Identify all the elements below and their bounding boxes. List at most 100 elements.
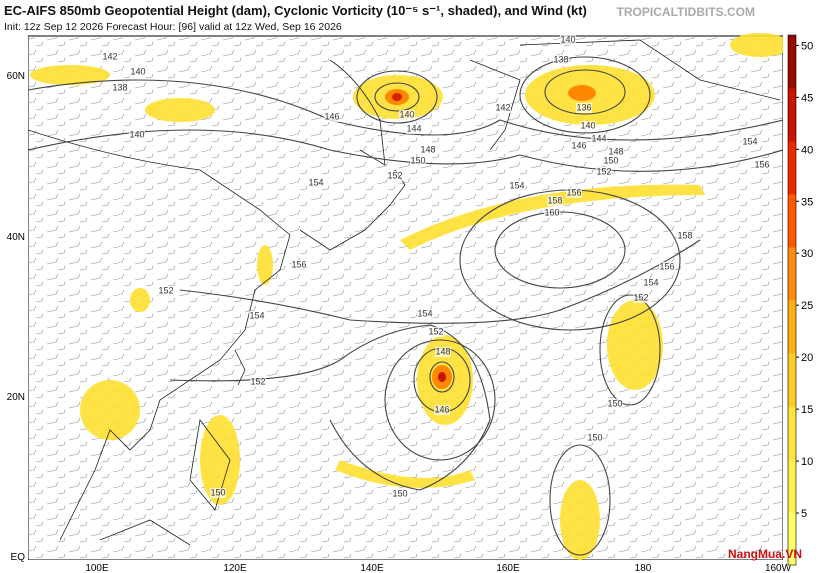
vorticity-core: [385, 85, 596, 389]
contour-label-bg: [566, 188, 582, 198]
contour-label-bg: [553, 55, 569, 65]
contour-label-bg: [587, 433, 603, 443]
contour-label: 156: [291, 259, 306, 269]
colorbar-segment: [788, 300, 796, 354]
contour-label-bg: [509, 181, 525, 191]
colorbar-label: 40: [801, 144, 813, 156]
contour-label: 152: [633, 292, 648, 302]
contour-label-bg: [406, 124, 422, 134]
contour-label: 158: [547, 195, 562, 205]
contour-label-bg: [158, 286, 174, 296]
colorbar-segment: [788, 353, 796, 407]
contour-label-bg: [428, 327, 444, 337]
contour-label-bg: [102, 52, 118, 62]
contour-label-bg: [547, 196, 563, 206]
lon-label: 120E: [223, 563, 247, 573]
contour-label: 152: [158, 285, 173, 295]
contour-label-bg: [677, 231, 693, 241]
lat-label: 40N: [7, 232, 25, 243]
contour-label: 140: [129, 129, 144, 139]
colorbar-segment: [788, 247, 796, 301]
contour-label: 154: [742, 136, 757, 146]
contour-label: 156: [754, 159, 769, 169]
lon-label: 160E: [496, 563, 520, 573]
contour-label: 142: [495, 102, 510, 112]
contour-label: 152: [387, 170, 402, 180]
colorbar-label: 5: [801, 508, 807, 520]
contour-label: 150: [392, 488, 407, 498]
contour-label: 146: [434, 404, 449, 414]
contour-label-bg: [399, 110, 415, 120]
contour-label-bg: [324, 112, 340, 122]
contour-label-bg: [435, 347, 451, 357]
height-contours: [28, 56, 783, 556]
colorbar-label: 30: [801, 248, 813, 260]
contour-label-bg: [571, 141, 587, 151]
contour-label: 146: [571, 140, 586, 150]
lat-label: 60N: [7, 71, 25, 82]
colorbar-segment: [788, 88, 796, 142]
contour-label: 142: [102, 51, 117, 61]
lon-label: 140E: [360, 563, 384, 573]
contour-label: 138: [112, 82, 127, 92]
contour-label-bg: [560, 35, 576, 45]
colorbar-frame: [787, 34, 797, 566]
contour-label: 154: [249, 310, 264, 320]
colorbar-label: 45: [801, 92, 813, 104]
colorbar: 5 10 15 20 25 30 35 40 45 50: [787, 34, 813, 566]
contour-label: 148: [608, 146, 623, 156]
contour-label: 150: [603, 155, 618, 165]
contour-label: 154: [417, 308, 432, 318]
contour-label: 150: [210, 487, 225, 497]
colorbar-label: 50: [801, 40, 813, 52]
contour-label-bg: [392, 489, 408, 499]
contour-label-bg: [291, 260, 307, 270]
contour-label-bg: [495, 103, 511, 113]
contour-label-bg: [608, 147, 624, 157]
vorticity-peak: [392, 93, 402, 101]
contour-label: 140: [560, 34, 575, 44]
axes: 60N 40N 20N EQ 100E 120E 140E 160E 180 160W: [7, 71, 792, 573]
contour-label: 154: [509, 180, 524, 190]
contour-label: 138: [553, 54, 568, 64]
contour-label-bg: [308, 178, 324, 188]
contour-label-bg: [249, 311, 265, 321]
colorbar-label: 35: [801, 196, 813, 208]
contour-label: 156: [659, 261, 674, 271]
subtitle: Init: 12z Sep 12 2026 Forecast Hour: [96…: [4, 21, 342, 33]
colorbar-label: 20: [801, 352, 813, 364]
contour-label-bg: [417, 309, 433, 319]
contour-label-bg: [633, 293, 649, 303]
colorbar-segment: [788, 459, 796, 513]
contour-label-bg: [210, 488, 226, 498]
contour-label: 136: [576, 102, 591, 112]
contour-label: 150: [410, 155, 425, 165]
contour-label-bg: [129, 130, 145, 140]
lon-label: 180: [635, 563, 652, 573]
colorbar-segment: [788, 141, 796, 195]
colorbar-segment: [788, 35, 796, 89]
contour-label: 150: [607, 398, 622, 408]
contour-label-bg: [112, 83, 128, 93]
contour-label-bg: [387, 171, 403, 181]
contour-label-bg: [754, 160, 770, 170]
contour-label: 156: [566, 187, 581, 197]
colorbar-label: 15: [801, 404, 813, 416]
contour-label: 152: [596, 166, 611, 176]
contour-label: 150: [587, 432, 602, 442]
contour-label: 148: [435, 346, 450, 356]
contour-label: 140: [399, 109, 414, 119]
colorbar-label: 25: [801, 300, 813, 312]
contour-label: 158: [677, 230, 692, 240]
contour-label: 140: [580, 120, 595, 130]
contour-label: 144: [406, 123, 421, 133]
colorbar-segment: [788, 194, 796, 248]
contour-label: 160: [544, 207, 559, 217]
colorbar-segment: [788, 512, 796, 566]
contour-label-bg: [576, 103, 592, 113]
colorbar-label: 10: [801, 456, 813, 468]
